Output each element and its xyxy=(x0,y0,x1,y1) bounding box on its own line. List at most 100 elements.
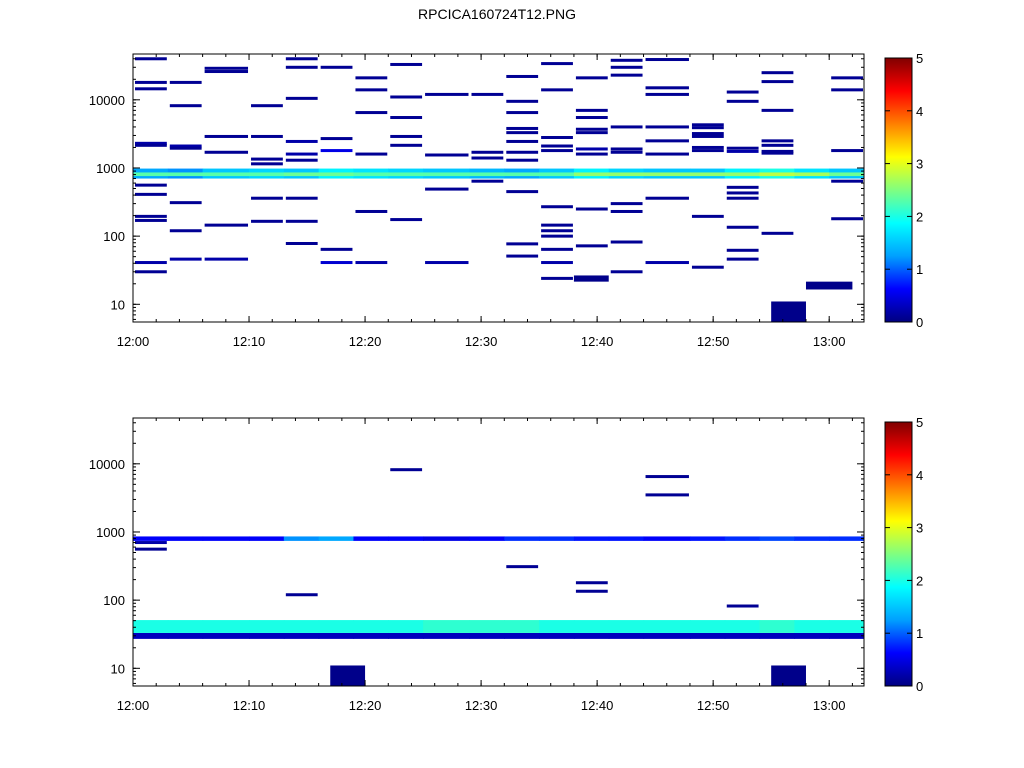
x-tick-label: 12:30 xyxy=(465,334,498,349)
heatmap-event xyxy=(169,104,202,108)
heatmap-band-cell xyxy=(643,632,691,639)
heatmap-band-cell xyxy=(423,632,471,639)
heatmap-band-cell xyxy=(689,172,726,177)
heatmap-band-cell xyxy=(133,172,169,177)
panel-h-he-ions: 12:00 12:10 12:20 12:30 12:40 12:50 13:0010100… xyxy=(89,51,923,349)
heatmap-event xyxy=(691,132,724,136)
heatmap-event xyxy=(425,92,469,96)
heatmap-block xyxy=(330,665,366,686)
heatmap-event xyxy=(726,185,759,189)
heatmap-event xyxy=(575,131,608,135)
heatmap-band-cell xyxy=(829,620,864,633)
heatmap-event xyxy=(135,80,167,84)
x-tick-label: 12:20 xyxy=(349,334,382,349)
heatmap-event xyxy=(541,62,573,66)
heatmap-event xyxy=(285,57,318,61)
colorbar-tick-label: 3 xyxy=(916,521,923,536)
heatmap-event xyxy=(575,108,608,112)
heatmap-band-cell xyxy=(724,172,761,177)
heatmap-event xyxy=(506,242,539,246)
heatmap-event xyxy=(390,468,423,472)
heatmap-band-cell xyxy=(388,620,424,633)
heatmap-event xyxy=(761,108,794,112)
heatmap-event xyxy=(320,65,353,69)
heatmap-event xyxy=(691,214,724,218)
heatmap-event xyxy=(169,80,202,84)
heatmap-band-cell xyxy=(318,620,355,633)
heatmap-event xyxy=(761,143,794,147)
y-tick-label: 1000 xyxy=(96,525,125,540)
heatmap-band-cell xyxy=(249,172,285,177)
heatmap-band-cell xyxy=(689,620,726,633)
x-tick-label: 12:00 xyxy=(117,334,150,349)
y-tick-label: 100 xyxy=(103,593,125,608)
heatmap-event xyxy=(575,152,608,156)
colorbar-tick-label: 4 xyxy=(916,104,923,119)
heatmap-event xyxy=(135,143,167,147)
heatmap-band-cell xyxy=(318,172,355,177)
colorbar-tick-label: 0 xyxy=(916,679,923,694)
heatmap-band-cell xyxy=(202,620,250,633)
heatmap-event xyxy=(726,257,759,261)
heatmap-band-cell xyxy=(469,172,505,177)
x-tick-label: 13:00 xyxy=(813,698,846,713)
heatmap-event xyxy=(320,261,353,265)
x-tick-label: 12:10 xyxy=(233,334,266,349)
heatmap-band-cell xyxy=(504,536,540,541)
heatmap-event xyxy=(761,149,794,153)
heatmap-band-cell xyxy=(689,632,726,639)
heatmap-band-cell xyxy=(573,172,610,177)
heatmap-event xyxy=(610,147,643,151)
heatmap-band-cell xyxy=(353,632,389,639)
heatmap-event xyxy=(506,126,539,130)
heatmap-event xyxy=(541,247,573,251)
heatmap-event xyxy=(610,209,643,213)
heatmap-event xyxy=(355,152,388,156)
heatmap-event xyxy=(135,57,167,61)
heatmap-event xyxy=(645,261,689,265)
heatmap-band-cell xyxy=(759,172,795,177)
heatmap-band-cell xyxy=(249,620,285,633)
heatmap-event xyxy=(575,147,608,151)
heatmap-event xyxy=(169,257,202,261)
heatmap-event xyxy=(355,111,388,115)
x-tick-label: 12:30 xyxy=(465,698,498,713)
heatmap-event xyxy=(355,261,388,265)
heatmap-event xyxy=(506,565,539,569)
colorbar-tick-label: 4 xyxy=(916,468,923,483)
heatmap-event xyxy=(390,143,423,147)
heatmap-event xyxy=(645,152,689,156)
heatmap-band-cell xyxy=(724,536,761,541)
heatmap-band-cell xyxy=(573,536,610,541)
heatmap-band-cell xyxy=(167,632,204,639)
heatmap-event xyxy=(761,151,794,155)
colorbar-tick-label: 3 xyxy=(916,157,923,172)
x-tick-label: 12:00 xyxy=(117,698,150,713)
heatmap-band-cell xyxy=(759,632,795,639)
heatmap-event xyxy=(610,125,643,129)
heatmap-event xyxy=(285,65,318,69)
heatmap-band-cell xyxy=(423,620,471,633)
heatmap-event xyxy=(541,149,573,153)
heatmap-band-cell xyxy=(318,632,355,639)
heatmap-event xyxy=(645,58,689,62)
heatmap-event xyxy=(204,66,249,70)
heatmap-event xyxy=(471,156,504,160)
heatmap-event xyxy=(726,191,759,195)
heatmap-band-cell xyxy=(608,632,645,639)
heatmap-band-cell xyxy=(573,632,610,639)
heatmap-event xyxy=(169,144,202,148)
colorbar-gradient xyxy=(884,421,913,687)
heatmap-event xyxy=(320,149,353,153)
heatmap-event xyxy=(645,196,689,200)
panel-other-ions: 12:00 12:10 12:20 12:30 12:40 12:50 13:0010100… xyxy=(89,415,923,713)
heatmap-event xyxy=(320,247,353,251)
heatmap-event xyxy=(645,125,689,129)
heatmap-band-cell xyxy=(318,536,355,541)
heatmap-event xyxy=(610,150,643,154)
heatmap-event xyxy=(251,162,283,166)
heatmap-band-cell xyxy=(202,632,250,639)
heatmap-event xyxy=(390,218,423,222)
heatmap-band-cell xyxy=(724,620,761,633)
